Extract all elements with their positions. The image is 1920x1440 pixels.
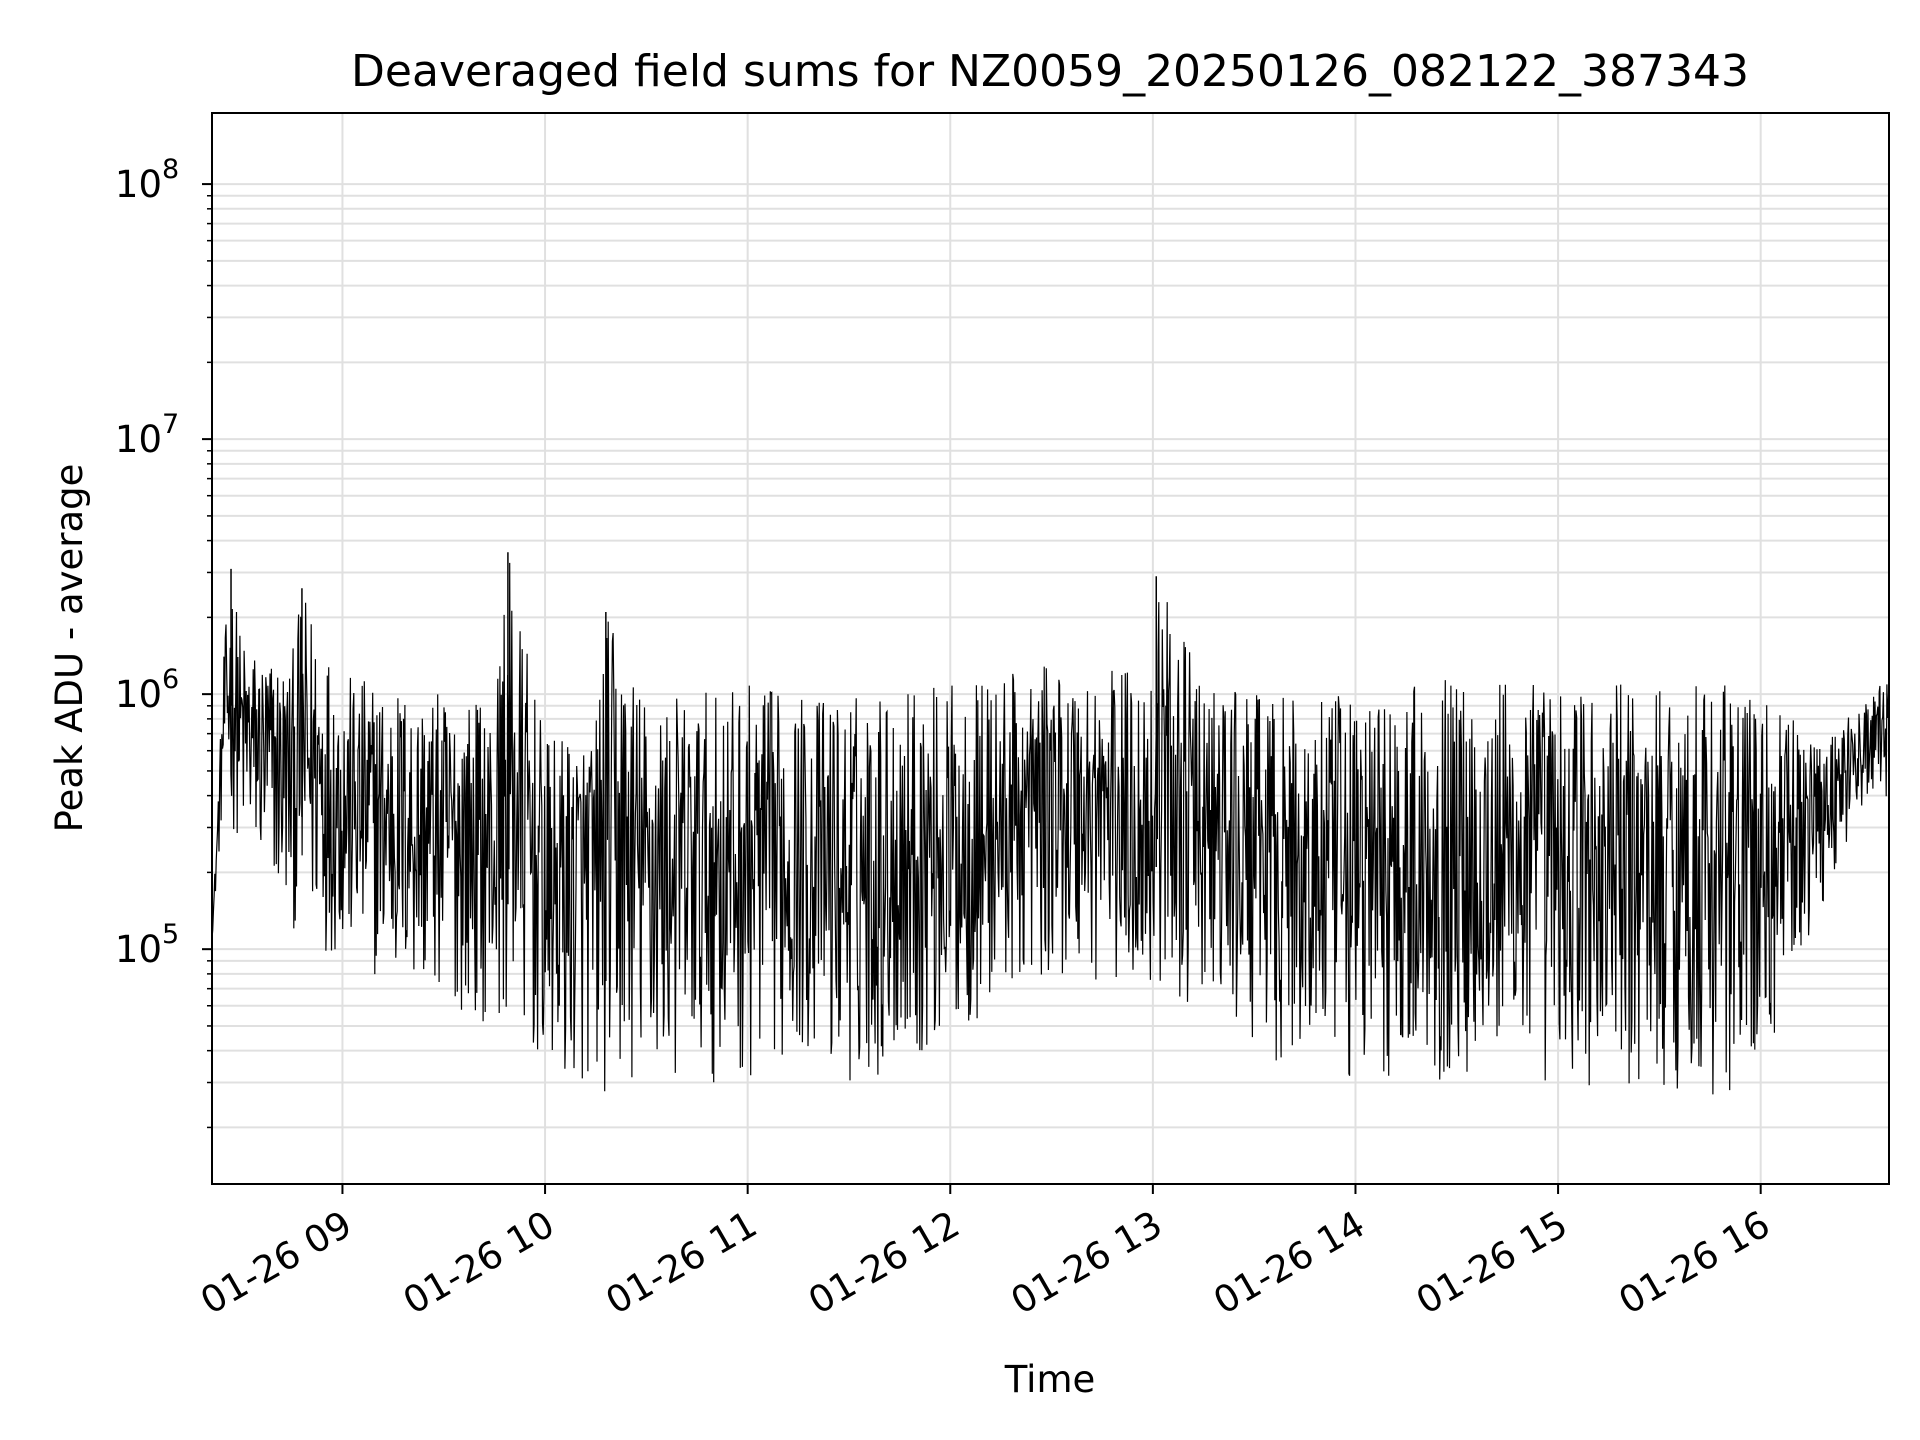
y-tick-exponent: 7 <box>162 409 179 440</box>
plot-frame <box>211 112 1890 1185</box>
y-tick-label: 10 <box>115 928 162 971</box>
chart-title: Deaveraged field sums for NZ0059_2025012… <box>351 46 1749 97</box>
data-series <box>211 552 1890 1095</box>
y-tick-exponent: 8 <box>162 154 179 185</box>
y-tick-exponent: 6 <box>162 664 179 695</box>
x-gridlines <box>341 113 1762 1184</box>
y-axis-label: Peak ADU - average <box>48 464 91 833</box>
series-line <box>211 562 1890 1095</box>
y-tick-label: 10 <box>115 418 162 461</box>
x-axis-label: Time <box>1004 1358 1096 1401</box>
y-tick-label: 10 <box>115 673 162 716</box>
y-tick-exponent: 5 <box>162 919 179 950</box>
y-tick-label: 10 <box>115 163 162 206</box>
